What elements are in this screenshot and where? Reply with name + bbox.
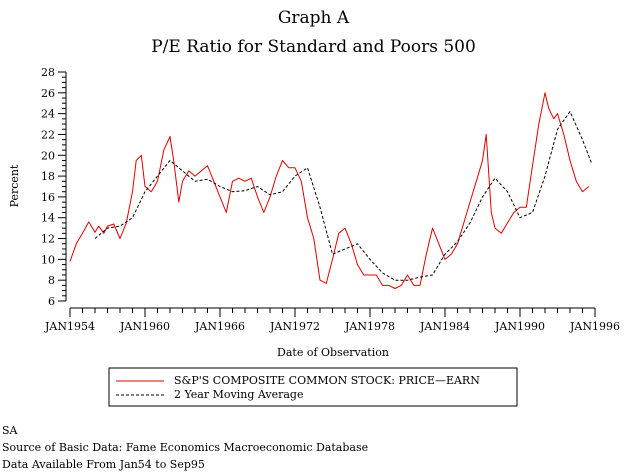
x-axis-label: Date of Observation	[277, 346, 389, 359]
x-tick-label: JAN1990	[494, 320, 545, 333]
legend-label-pe: S&P'S COMPOSITE COMMON STOCK: PRICE—EARN	[174, 374, 480, 387]
y-tick-label: 10	[41, 253, 55, 266]
note-seasonal: SA	[2, 424, 18, 437]
legend: S&P'S COMPOSITE COMMON STOCK: PRICE—EARN…	[108, 367, 518, 407]
y-tick-label: 24	[41, 108, 55, 121]
y-tick-label: 6	[48, 295, 55, 308]
chart-subtitle: P/E Ratio for Standard and Poors 500	[151, 37, 476, 57]
note-source: Source of Basic Data: Fame Economics Mac…	[2, 441, 369, 454]
y-tick-label: 26	[41, 87, 55, 100]
legend-box	[108, 367, 518, 407]
x-tick-label: JAN1984	[419, 320, 470, 333]
y-axis-label: Percent	[8, 164, 21, 207]
y-tick-label: 16	[41, 191, 55, 204]
y-tick-label: 12	[41, 233, 55, 246]
y-tick-label: 18	[41, 170, 55, 183]
chart-title: Graph A	[278, 8, 350, 28]
y-tick-label: 20	[41, 149, 55, 162]
x-tick-label: JAN1972	[269, 320, 320, 333]
x-tick-label: JAN1966	[194, 320, 245, 333]
x-tick-label: JAN1978	[344, 320, 395, 333]
y-tick-label: 14	[41, 212, 55, 225]
x-axis: JAN1954 JAN1960 JAN1966 JAN1972 JAN1978 JAN19…	[44, 307, 620, 333]
pe-ratio-line	[69, 92, 590, 289]
y-tick-label: 22	[41, 128, 55, 141]
note-range: Data Available From Jan54 to Sep95	[2, 458, 205, 471]
moving-average-line	[94, 111, 592, 281]
plot-lines	[69, 92, 592, 289]
x-tick-label: JAN1960	[119, 320, 170, 333]
x-tick-label: JAN1954	[44, 320, 95, 333]
x-tick-label: JAN1996	[569, 320, 620, 333]
y-tick-label: 28	[41, 66, 55, 79]
legend-label-ma: 2 Year Moving Average	[174, 388, 303, 401]
y-axis: 6 8 10 12 14 16 18 20 22 24 26 28	[41, 66, 67, 308]
y-tick-label: 8	[48, 274, 55, 287]
